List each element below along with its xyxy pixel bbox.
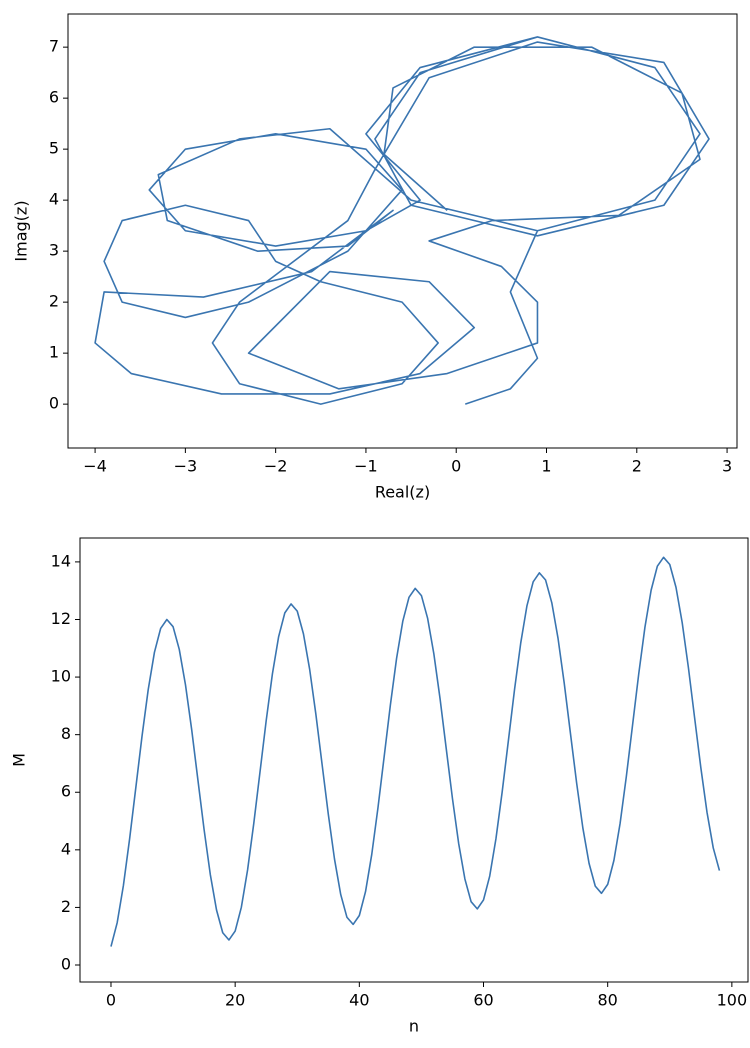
x-tick-label: −3 [174, 457, 198, 476]
y-tick-label: 14 [51, 551, 71, 570]
data-line [110, 556, 721, 947]
y-tick-label: 7 [49, 37, 59, 56]
x-tick-label: −2 [264, 457, 288, 476]
x-tick-label: 20 [225, 991, 245, 1010]
y-tick-label: 8 [61, 724, 71, 743]
y-tick-label: 2 [61, 897, 71, 916]
plot-area [79, 537, 749, 983]
y-tick-label: 4 [49, 190, 59, 209]
y-tick-label: 3 [49, 241, 59, 260]
y-tick-label: 0 [49, 394, 59, 413]
y-tick-label: 6 [61, 782, 71, 801]
y-tick-label: 2 [49, 292, 59, 311]
y-axis-label: M [10, 753, 29, 767]
x-tick-label: 0 [451, 457, 461, 476]
plot-area [67, 13, 738, 449]
x-tick-label: 40 [349, 991, 369, 1010]
x-axis-label: n [409, 1017, 419, 1036]
y-tick-label: 4 [61, 839, 71, 858]
x-axis-label: Real(z) [375, 483, 430, 502]
y-tick-label: 10 [51, 667, 71, 686]
x-tick-label: 80 [598, 991, 618, 1010]
y-tick-label: 1 [49, 343, 59, 362]
data-line [94, 36, 710, 405]
x-tick-label: 0 [106, 991, 116, 1010]
y-tick-label: 12 [51, 609, 71, 628]
x-tick-label: −1 [354, 457, 378, 476]
x-tick-label: 60 [473, 991, 493, 1010]
x-tick-label: −4 [83, 457, 107, 476]
y-tick-label: 0 [61, 955, 71, 974]
x-tick-label: 1 [541, 457, 551, 476]
x-tick-label: 2 [632, 457, 642, 476]
x-tick-label: 100 [717, 991, 748, 1010]
x-tick-label: 3 [722, 457, 732, 476]
y-axis-label: Imag(z) [12, 200, 31, 261]
y-tick-label: 6 [49, 88, 59, 107]
y-tick-label: 5 [49, 139, 59, 158]
